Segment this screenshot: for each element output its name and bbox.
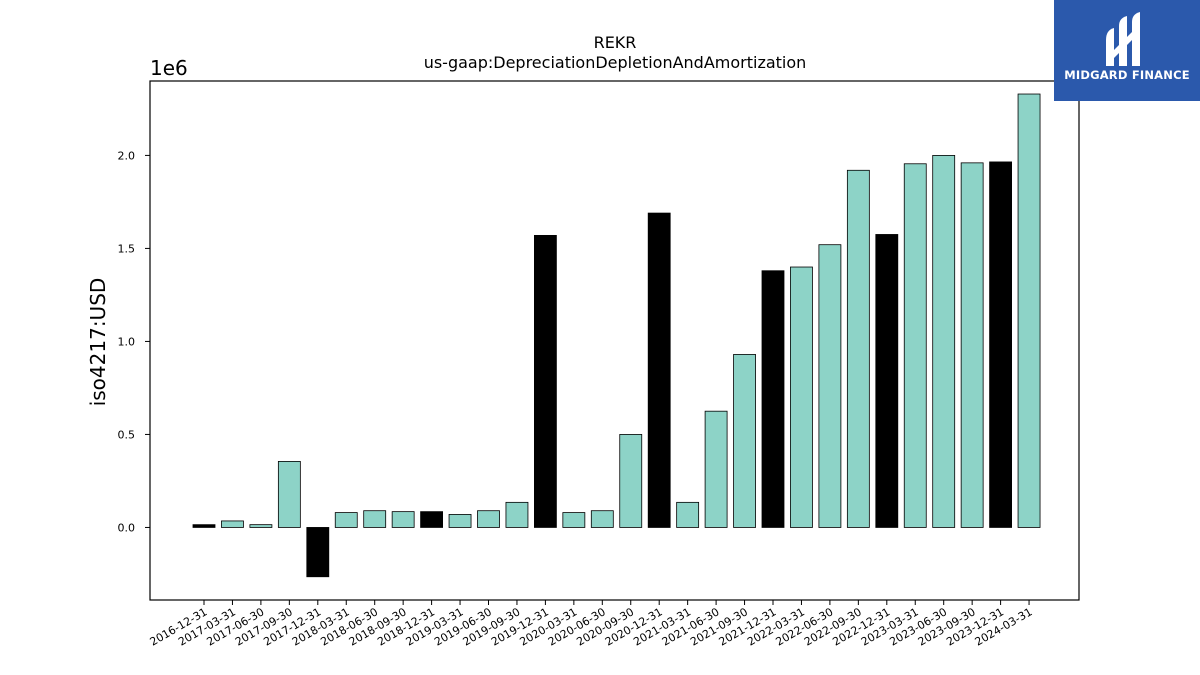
bar-2022-12-31 xyxy=(875,234,899,528)
bar-2018-09-30 xyxy=(391,511,415,528)
bar-2017-06-30 xyxy=(249,524,273,528)
bar-2023-09-30 xyxy=(960,162,984,528)
chart-title: REKR xyxy=(594,33,637,52)
bar-2017-12-31 xyxy=(306,527,330,578)
bar-2018-12-31 xyxy=(420,511,444,528)
bar-2023-12-31 xyxy=(989,161,1012,528)
bar-2023-06-30 xyxy=(932,155,956,528)
bar-2020-03-31 xyxy=(562,512,586,528)
bar-2021-03-31 xyxy=(676,501,700,528)
x-axis-ticks: 2016-12-312017-03-312017-06-302017-09-30… xyxy=(148,600,1035,649)
bar-2022-06-30 xyxy=(818,244,842,528)
bar-2018-03-31 xyxy=(334,512,358,528)
bar-2020-06-30 xyxy=(590,510,614,528)
y-axis-ticks: 0.0 0.5 1.0 1.5 2.0 xyxy=(118,149,150,534)
midgard-logo-icon xyxy=(1106,12,1140,66)
y-tick-label: 1.0 xyxy=(118,335,136,348)
logo-text: MIDGARD FINANCE xyxy=(1064,68,1190,82)
y-axis-label: iso4217:USD xyxy=(86,278,110,407)
y-tick-label: 0.0 xyxy=(118,521,136,534)
bar-2016-12-31 xyxy=(192,524,216,528)
y-tick-label: 1.5 xyxy=(118,242,136,255)
bar-2019-12-31 xyxy=(534,234,557,528)
bar-2024-03-31 xyxy=(1017,93,1041,528)
bar-2020-12-31 xyxy=(647,212,671,528)
bar-2022-03-31 xyxy=(790,266,813,528)
bars-group xyxy=(192,93,1041,578)
bar-2018-06-30 xyxy=(363,510,387,528)
y-axis-offset-label: 1e6 xyxy=(150,56,188,80)
bar-2022-09-30 xyxy=(846,169,870,528)
bar-2017-03-31 xyxy=(221,520,244,528)
midgard-finance-logo: MIDGARD FINANCE xyxy=(1054,0,1200,101)
plot-frame xyxy=(149,80,1080,601)
bar-2023-03-31 xyxy=(903,163,927,528)
bar-2020-09-30 xyxy=(619,434,643,528)
y-tick-label: 0.5 xyxy=(118,428,136,441)
chart-subtitle: us-gaap:DepreciationDepletionAndAmortiza… xyxy=(424,53,807,72)
bar-2017-09-30 xyxy=(277,461,301,528)
bar-2021-09-30 xyxy=(733,354,756,528)
y-tick-label: 2.0 xyxy=(118,149,136,162)
bar-2021-12-31 xyxy=(761,270,785,528)
bar-2019-09-30 xyxy=(505,501,529,528)
bar-2019-03-31 xyxy=(448,514,472,528)
bar-2021-06-30 xyxy=(704,410,728,528)
bar-2019-06-30 xyxy=(477,510,500,528)
